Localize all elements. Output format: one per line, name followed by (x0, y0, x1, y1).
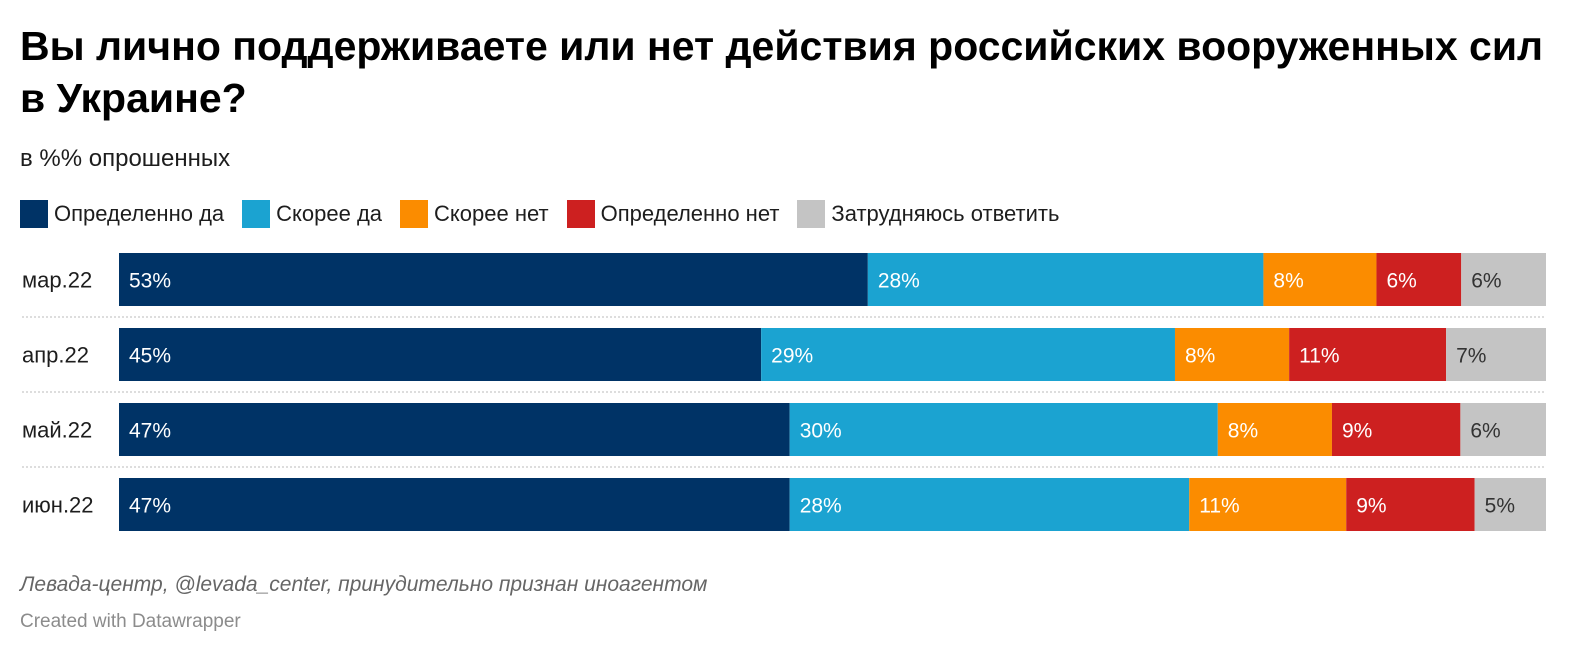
bar-segment (789, 403, 1218, 456)
data-label: 30% (800, 420, 842, 443)
data-label: 5% (1485, 495, 1515, 518)
legend-swatch (242, 200, 271, 228)
legend-label: Скорее да (276, 201, 383, 226)
legend-item-rather-no: Скорее нет (400, 200, 549, 228)
bar-segment (1174, 328, 1290, 381)
bar-segment (119, 478, 790, 531)
data-label: 11% (1199, 495, 1239, 518)
bar-segment (119, 253, 868, 306)
category-label: апр.22 (22, 343, 89, 368)
legend-item-definitely-no: Определенно нет (566, 200, 780, 228)
bar-segment (1474, 478, 1546, 531)
legend-item-rather-yes: Скорее да (242, 200, 382, 228)
data-label: 8% (1185, 345, 1215, 368)
data-label: 53% (129, 270, 171, 293)
legend-item-hard-to-say: Затрудняюсь ответить (797, 200, 1059, 228)
data-label: 8% (1228, 420, 1258, 443)
data-label: 6% (1386, 270, 1416, 293)
stacked-bar-chart: мар.22 53% 28% 8% 6% 6% апр.22 45% 29% 8% 11% 7% май… (22, 253, 1546, 531)
bar-segment (1376, 253, 1462, 306)
data-label: 11% (1299, 345, 1339, 368)
legend-label: Определенно нет (600, 201, 780, 226)
source-note: Левада-центр, @levada_center, принудител… (20, 573, 708, 596)
bar-segment (1460, 403, 1546, 456)
data-label: 6% (1470, 420, 1500, 443)
bar-segment (1217, 403, 1332, 456)
bar-segment (789, 478, 1190, 531)
data-label: 9% (1356, 495, 1386, 518)
credit-note: Created with Datawrapper (20, 611, 241, 632)
bar-segment (761, 328, 1175, 381)
legend-swatch (566, 200, 595, 228)
data-label: 28% (878, 270, 920, 293)
legend-swatch (400, 200, 429, 228)
data-label: 9% (1342, 420, 1372, 443)
category-label: июн.22 (22, 493, 94, 518)
category-label: мар.22 (22, 268, 92, 293)
category-label: май.22 (22, 418, 92, 443)
legend-label: Затрудняюсь ответить (831, 201, 1060, 226)
bar-segment (1263, 253, 1377, 306)
bar-segment (1189, 478, 1347, 531)
bar-segment (119, 403, 790, 456)
legend-label: Скорее нет (434, 201, 549, 226)
data-label: 7% (1456, 345, 1486, 368)
legend-swatch (20, 200, 48, 228)
legend: Определенно да Скорее да Скорее нет Опре… (20, 198, 1077, 230)
data-label: 47% (129, 495, 171, 518)
bar-segment (1289, 328, 1447, 381)
data-label: 6% (1471, 270, 1501, 293)
bar-segment (1346, 478, 1475, 531)
bar-segment (119, 328, 762, 381)
data-label: 29% (771, 345, 813, 368)
legend-label: Определенно да (54, 201, 225, 226)
legend-swatch (797, 200, 826, 228)
bar-segment (867, 253, 1264, 306)
bar-segment (1461, 253, 1546, 306)
bar-segment (1331, 403, 1461, 456)
data-label: 8% (1273, 270, 1303, 293)
data-label: 45% (129, 345, 171, 368)
chart-subtitle: в %% опрошенных (20, 145, 231, 172)
bar-segment (1446, 328, 1546, 381)
data-label: 47% (129, 420, 171, 443)
chart-title: Вы лично поддерживаете или нет действия … (20, 23, 1544, 121)
legend-item-definitely-yes: Определенно да (20, 200, 224, 228)
data-label: 28% (800, 495, 842, 518)
